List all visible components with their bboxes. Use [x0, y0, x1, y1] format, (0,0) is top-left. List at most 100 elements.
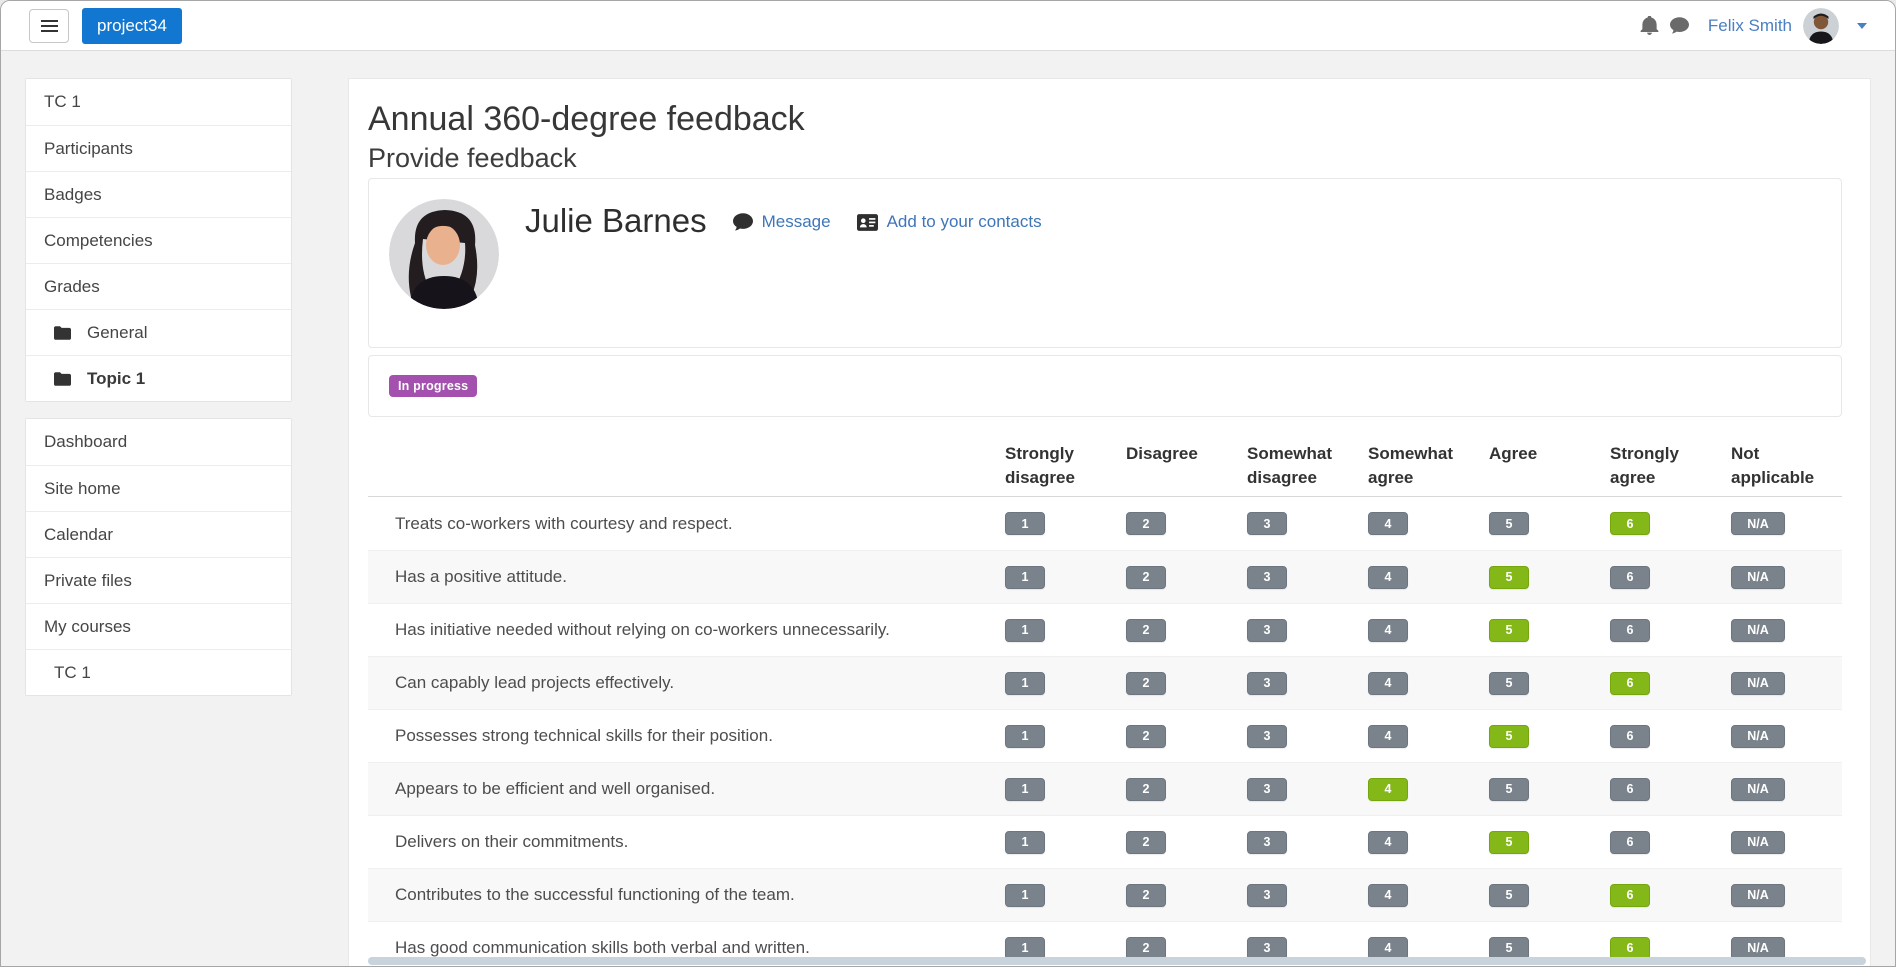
rating-4-button[interactable]: 4: [1368, 671, 1408, 695]
rating-na-button[interactable]: N/A: [1731, 777, 1785, 801]
rating-3-button[interactable]: 3: [1247, 671, 1287, 695]
rating-1-button[interactable]: 1: [1005, 618, 1045, 642]
statement-cell: Can capably lead projects effectively.: [368, 673, 1005, 693]
folder-icon: [54, 371, 71, 386]
rating-5-button[interactable]: 5: [1489, 830, 1529, 854]
rating-5-button[interactable]: 5: [1489, 724, 1529, 748]
rating-2-button[interactable]: 2: [1126, 512, 1166, 536]
rating-2-button[interactable]: 2: [1126, 565, 1166, 589]
rating-na-button[interactable]: N/A: [1731, 883, 1785, 907]
rating-6-button[interactable]: 6: [1610, 830, 1650, 854]
rating-5-button[interactable]: 5: [1489, 671, 1529, 695]
rating-1-button[interactable]: 1: [1005, 883, 1045, 907]
rating-cell: 4: [1368, 565, 1489, 589]
rating-2-button[interactable]: 2: [1126, 777, 1166, 801]
bell-icon[interactable]: [1640, 16, 1659, 35]
rating-4-button[interactable]: 4: [1368, 565, 1408, 589]
sidebar-item-topic-1[interactable]: Topic 1: [26, 355, 291, 401]
rating-6-button[interactable]: 6: [1610, 512, 1650, 536]
chevron-down-icon[interactable]: [1857, 22, 1867, 29]
rating-5-button[interactable]: 5: [1489, 618, 1529, 642]
rating-4-button[interactable]: 4: [1368, 777, 1408, 801]
rating-cell: 2: [1126, 936, 1247, 960]
rating-na-button[interactable]: N/A: [1731, 618, 1785, 642]
sidebar-item-dashboard[interactable]: Dashboard: [26, 419, 291, 465]
rating-na-button[interactable]: N/A: [1731, 830, 1785, 854]
rating-6-button[interactable]: 6: [1610, 618, 1650, 642]
rating-cell: 1: [1005, 565, 1126, 589]
rating-2-button[interactable]: 2: [1126, 883, 1166, 907]
rating-3-button[interactable]: 3: [1247, 883, 1287, 907]
column-header-label: Somewhat disagree: [1247, 444, 1333, 488]
rating-na-button[interactable]: N/A: [1731, 565, 1785, 589]
menu-toggle-button[interactable]: [29, 8, 69, 43]
sidebar-item-tc-1[interactable]: TC 1: [26, 649, 291, 695]
statement-cell: Contributes to the successful functionin…: [368, 885, 1005, 905]
sidebar-item-tc-1[interactable]: TC 1: [26, 79, 291, 125]
rating-5-button[interactable]: 5: [1489, 777, 1529, 801]
sidebar-item-label: Competencies: [44, 230, 153, 250]
rating-na-button[interactable]: N/A: [1731, 936, 1785, 960]
rating-2-button[interactable]: 2: [1126, 830, 1166, 854]
person-name: Julie Barnes: [525, 202, 707, 239]
chat-icon[interactable]: [1669, 16, 1689, 35]
rating-5-button[interactable]: 5: [1489, 565, 1529, 589]
sidebar-item-private-files[interactable]: Private files: [26, 557, 291, 603]
rating-na-button[interactable]: N/A: [1731, 671, 1785, 695]
rating-5-button[interactable]: 5: [1489, 512, 1529, 536]
rating-3-button[interactable]: 3: [1247, 724, 1287, 748]
rating-3-button[interactable]: 3: [1247, 618, 1287, 642]
rating-4-button[interactable]: 4: [1368, 512, 1408, 536]
rating-3-button[interactable]: 3: [1247, 777, 1287, 801]
sidebar-item-general[interactable]: General: [26, 309, 291, 355]
rating-1-button[interactable]: 1: [1005, 724, 1045, 748]
sidebar-item-competencies[interactable]: Competencies: [26, 217, 291, 263]
statement-column-header: [368, 442, 1005, 490]
rating-na-button[interactable]: N/A: [1731, 724, 1785, 748]
message-link[interactable]: Message: [761, 212, 831, 231]
rating-4-button[interactable]: 4: [1368, 724, 1408, 748]
sidebar-item-label: Topic 1: [87, 368, 146, 388]
rating-3-button[interactable]: 3: [1247, 830, 1287, 854]
rating-4-button[interactable]: 4: [1368, 883, 1408, 907]
rating-cell: 4: [1368, 777, 1489, 801]
rating-6-button[interactable]: 6: [1610, 724, 1650, 748]
rating-1-button[interactable]: 1: [1005, 512, 1045, 536]
rating-2-button[interactable]: 2: [1126, 618, 1166, 642]
rating-6-button[interactable]: 6: [1610, 565, 1650, 589]
rating-6-button[interactable]: 6: [1610, 883, 1650, 907]
horizontal-scrollbar[interactable]: [368, 957, 1866, 965]
rating-3-button[interactable]: 3: [1247, 512, 1287, 536]
sidebar-item-participants[interactable]: Participants: [26, 125, 291, 171]
rating-cell: 1: [1005, 724, 1126, 748]
rating-1-button[interactable]: 1: [1005, 830, 1045, 854]
rating-2-button[interactable]: 2: [1126, 671, 1166, 695]
rating-4-button[interactable]: 4: [1368, 618, 1408, 642]
rating-5-button[interactable]: 5: [1489, 883, 1529, 907]
rating-2-button[interactable]: 2: [1126, 724, 1166, 748]
user-menu-name[interactable]: Felix Smith: [1707, 15, 1792, 35]
sidebar-item-my-courses[interactable]: My courses: [26, 603, 291, 649]
site-brand-link[interactable]: project34: [82, 7, 182, 44]
sidebar-item-badges[interactable]: Badges: [26, 171, 291, 217]
rating-6-button[interactable]: 6: [1610, 671, 1650, 695]
sidebar-item-site-home[interactable]: Site home: [26, 465, 291, 511]
rating-cell: 5: [1489, 830, 1610, 854]
add-contacts-link[interactable]: Add to your contacts: [886, 212, 1042, 231]
user-avatar[interactable]: [1803, 7, 1839, 44]
rating-1-button[interactable]: 1: [1005, 671, 1045, 695]
rating-1-button[interactable]: 1: [1005, 777, 1045, 801]
rating-2-button[interactable]: 2: [1126, 936, 1166, 960]
rating-1-button[interactable]: 1: [1005, 565, 1045, 589]
sidebar-item-grades[interactable]: Grades: [26, 263, 291, 309]
rating-6-button[interactable]: 6: [1610, 777, 1650, 801]
statement-text: Delivers on their commitments.: [395, 832, 629, 852]
rating-4-button[interactable]: 4: [1368, 830, 1408, 854]
sidebar-item-calendar[interactable]: Calendar: [26, 511, 291, 557]
rating-cell: 6: [1610, 618, 1731, 642]
rating-na-button[interactable]: N/A: [1731, 512, 1785, 536]
rating-cell: 4: [1368, 671, 1489, 695]
statement-cell: Treats co-workers with courtesy and resp…: [368, 514, 1005, 534]
rating-3-button[interactable]: 3: [1247, 565, 1287, 589]
statement-text: Possesses strong technical skills for th…: [395, 726, 773, 746]
